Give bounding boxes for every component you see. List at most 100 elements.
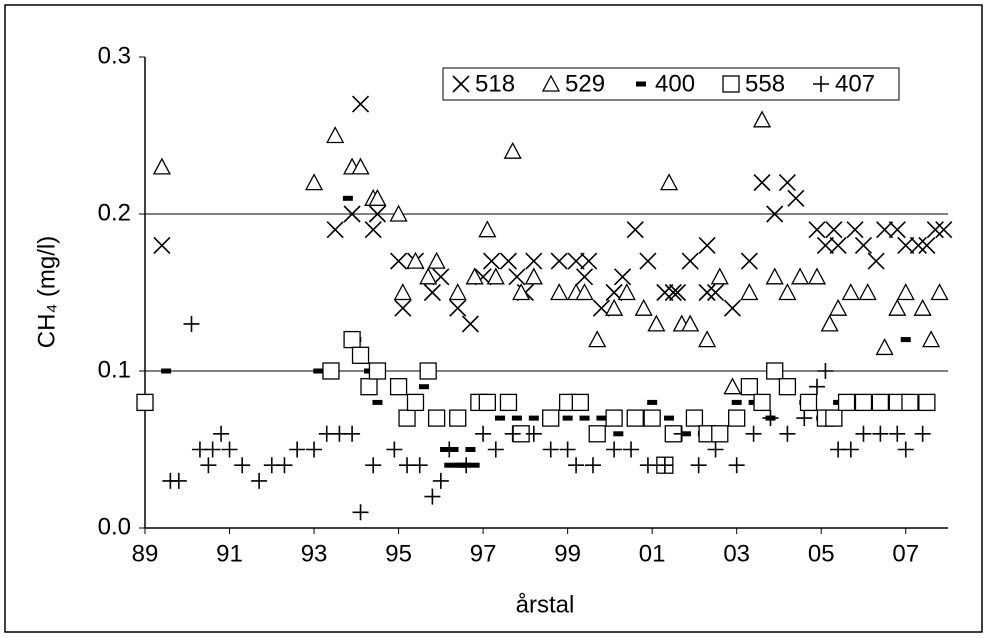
data-point: [504, 425, 521, 442]
data-point: [918, 393, 936, 412]
data-point: [342, 195, 353, 201]
data-point: [698, 283, 716, 302]
legend-label: 518: [475, 70, 515, 97]
data-point: [876, 221, 894, 239]
data-point: [766, 205, 784, 223]
data-point: [364, 221, 382, 239]
legend-label: 558: [745, 70, 785, 97]
data-point: [647, 314, 666, 332]
data-point: [449, 409, 467, 427]
data-point: [389, 378, 408, 396]
y-tick-label: 0.1: [98, 356, 131, 383]
x-tick-label: 95: [385, 540, 412, 567]
data-point: [707, 441, 724, 458]
data-point: [909, 236, 927, 254]
data-point: [664, 283, 682, 302]
data-point: [183, 315, 200, 332]
x-tick-label: 89: [132, 540, 159, 567]
data-point: [398, 409, 416, 427]
data-point: [711, 425, 729, 443]
data-point: [542, 441, 559, 458]
legend-label: 407: [835, 70, 875, 97]
data-point: [575, 268, 594, 286]
data-point: [499, 393, 518, 412]
data-point: [753, 393, 771, 412]
data-point: [698, 330, 717, 348]
data-point: [386, 441, 403, 458]
data-point: [528, 415, 539, 421]
data-point: [221, 441, 238, 458]
data-point: [799, 393, 818, 412]
data-point: [542, 409, 560, 427]
data-point: [596, 415, 607, 421]
data-point: [351, 346, 370, 364]
y-tick-label: 0.3: [98, 42, 131, 69]
data-point: [136, 393, 154, 412]
data-point: [419, 362, 437, 380]
data-point: [524, 267, 543, 285]
data-point: [867, 252, 885, 270]
data-point: [872, 425, 889, 442]
data-point: [343, 205, 361, 223]
data-point: [580, 252, 598, 270]
data-point: [807, 267, 827, 285]
data-point: [559, 441, 576, 458]
data-point: [567, 252, 585, 270]
data-point: [854, 393, 873, 412]
data-point: [766, 362, 784, 380]
data-point: [888, 298, 907, 316]
y-tick-label: 0.0: [98, 513, 131, 540]
legend-marker: [452, 75, 470, 93]
y-tick-label: 0.2: [98, 199, 131, 226]
data-point: [449, 299, 467, 317]
data-point: [503, 141, 522, 159]
data-point: [875, 338, 894, 356]
data-point: [888, 221, 906, 239]
data-point: [871, 393, 890, 412]
data-point: [914, 425, 931, 442]
data-point: [322, 362, 340, 380]
data-point: [475, 425, 492, 442]
x-tick-label: 05: [808, 540, 835, 567]
x-tick-label: 99: [554, 540, 581, 567]
data-point: [394, 299, 412, 317]
data-point: [617, 283, 636, 301]
legend-label: 400: [655, 70, 695, 97]
data-point: [584, 457, 601, 474]
x-tick-label: 97: [470, 540, 497, 567]
data-point: [613, 431, 624, 437]
data-point: [568, 457, 585, 474]
data-point: [710, 267, 729, 285]
data-point: [698, 236, 716, 254]
data-point: [659, 173, 679, 191]
y-axis-label: CH₄ (mg/l): [33, 236, 60, 348]
data-point: [896, 283, 915, 301]
data-point: [681, 314, 700, 332]
data-point: [465, 267, 484, 285]
data-point: [935, 221, 953, 239]
data-point: [575, 283, 594, 301]
data-point: [926, 221, 944, 239]
data-point: [368, 205, 387, 223]
data-point: [647, 399, 658, 405]
data-point: [656, 283, 674, 302]
data-point: [854, 236, 873, 254]
data-point: [643, 409, 661, 427]
data-point: [690, 457, 707, 474]
data-point: [796, 410, 813, 427]
data-point: [846, 221, 864, 239]
data-point: [418, 384, 429, 390]
data-point: [808, 221, 826, 239]
data-point: [344, 425, 361, 442]
x-axis-label: årstal: [516, 591, 575, 618]
data-point: [606, 441, 623, 458]
data-point: [499, 252, 518, 270]
data-point: [351, 95, 370, 113]
data-point: [808, 378, 825, 395]
data-point: [825, 409, 843, 427]
data-point: [360, 378, 378, 396]
data-point: [276, 457, 293, 474]
data-point: [723, 299, 742, 317]
data-point: [495, 415, 506, 421]
